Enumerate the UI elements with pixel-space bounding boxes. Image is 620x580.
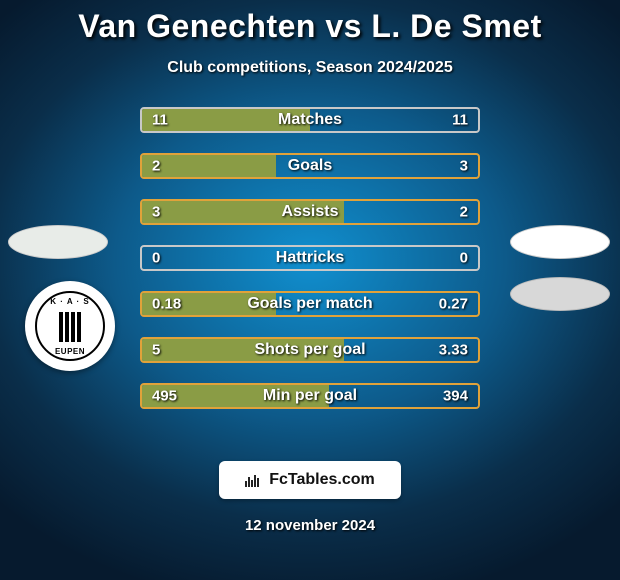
stat-value-right: 2 xyxy=(460,204,468,221)
date-label: 12 november 2024 xyxy=(245,517,375,534)
stat-row: 5 Shots per goal 3.33 xyxy=(140,337,480,363)
brand-text: FcTables.com xyxy=(269,471,375,489)
stat-value-right: 3.33 xyxy=(439,342,468,359)
brand-pill[interactable]: FcTables.com xyxy=(219,461,401,499)
stat-value-right: 11 xyxy=(452,112,468,129)
player-right-avatar-2 xyxy=(510,277,610,311)
stat-value-left: 3 xyxy=(152,204,160,221)
stat-fill xyxy=(142,155,276,177)
stat-label: Matches xyxy=(278,111,342,129)
subtitle: Club competitions, Season 2024/2025 xyxy=(167,59,452,77)
stat-value-right: 394 xyxy=(443,388,468,405)
stat-row: 495 Min per goal 394 xyxy=(140,383,480,409)
page-title: Van Genechten vs L. De Smet xyxy=(78,8,541,45)
stat-label: Goals xyxy=(288,157,332,175)
comparison-main: K · A · S EUPEN 11 Matches 11 2 Goals 3 3 Assis… xyxy=(0,107,620,427)
stat-value-left: 2 xyxy=(152,158,160,175)
stat-value-right: 0.27 xyxy=(439,296,468,313)
stat-label: Goals per match xyxy=(247,295,372,313)
stat-row: 11 Matches 11 xyxy=(140,107,480,133)
stat-label: Shots per goal xyxy=(254,341,365,359)
stat-bars: 11 Matches 11 2 Goals 3 3 Assists 2 0 Hattricks 0 0.… xyxy=(140,107,480,409)
player-left-avatar xyxy=(8,225,108,259)
badge-stripes-icon xyxy=(59,312,81,342)
stat-value-right: 0 xyxy=(460,250,468,267)
stat-row: 0 Hattricks 0 xyxy=(140,245,480,271)
stat-label: Min per goal xyxy=(263,387,357,405)
stat-label: Hattricks xyxy=(276,249,344,267)
bar-chart-icon xyxy=(245,473,263,487)
stat-row: 0.18 Goals per match 0.27 xyxy=(140,291,480,317)
stat-value-left: 5 xyxy=(152,342,160,359)
club-badge: K · A · S EUPEN xyxy=(25,281,115,371)
stat-value-left: 0 xyxy=(152,250,160,267)
badge-text-top: K · A · S xyxy=(50,297,90,306)
stat-label: Assists xyxy=(282,203,339,221)
stat-value-left: 0.18 xyxy=(152,296,181,313)
badge-text-bottom: EUPEN xyxy=(55,347,85,356)
stat-value-left: 495 xyxy=(152,388,177,405)
stat-row: 2 Goals 3 xyxy=(140,153,480,179)
stat-value-left: 11 xyxy=(152,112,168,129)
player-right-avatar-1 xyxy=(510,225,610,259)
stat-row: 3 Assists 2 xyxy=(140,199,480,225)
stat-value-right: 3 xyxy=(460,158,468,175)
